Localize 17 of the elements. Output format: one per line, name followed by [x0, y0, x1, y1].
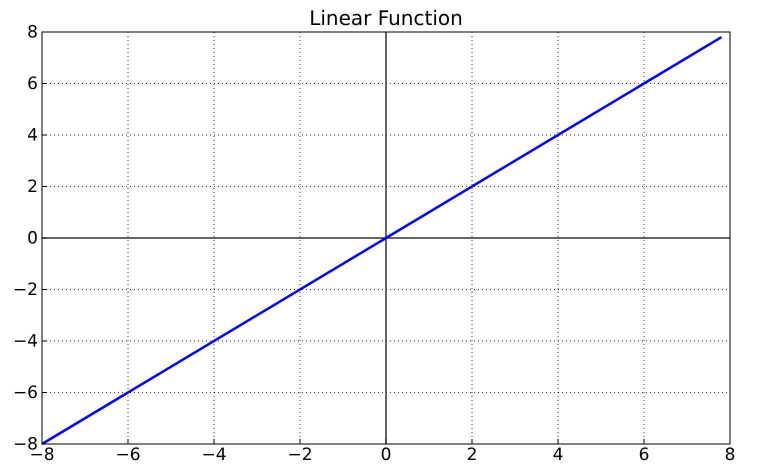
x-tick-label: −4	[201, 445, 227, 466]
chart-title: Linear Function	[309, 6, 463, 30]
y-tick-label: 0	[27, 228, 38, 248]
x-tick-label: 0	[380, 445, 392, 466]
y-tick-label: −6	[12, 382, 38, 403]
y-tick-label: 4	[27, 125, 38, 146]
y-tick-label: −2	[12, 280, 38, 300]
x-tick-label: 6	[638, 445, 650, 466]
x-tick-label: 2	[466, 445, 478, 466]
y-tick-label: 8	[27, 22, 38, 42]
x-tick-label: −2	[287, 445, 313, 466]
x-tick-label: 4	[552, 445, 564, 466]
y-tick-label: 6	[27, 74, 38, 94]
x-tick-label: −6	[115, 445, 141, 466]
x-tick-label: 8	[724, 445, 736, 466]
y-tick-label: 2	[27, 176, 38, 197]
y-tick-label: −4	[12, 331, 38, 352]
